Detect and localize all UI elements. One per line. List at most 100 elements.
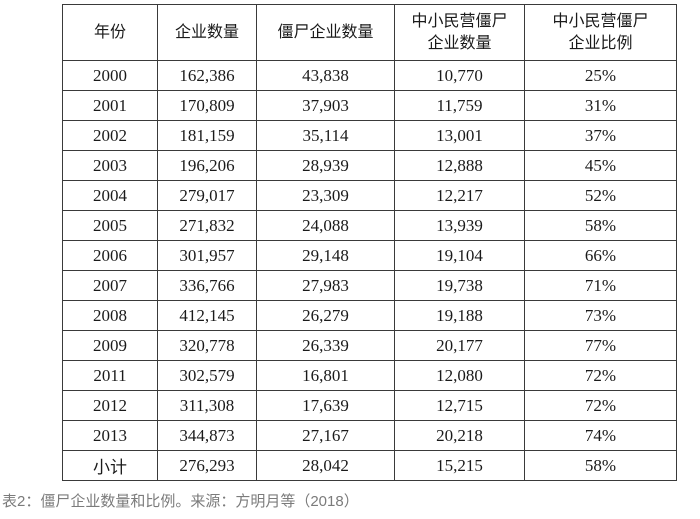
column-header: 企业数量 xyxy=(157,4,257,61)
table-cell: 276,293 xyxy=(157,450,257,481)
table-cell: 19,738 xyxy=(394,270,525,301)
column-header: 年份 xyxy=(62,4,158,61)
table-body: 2000 162,386 43,838 10,770 25% 2001 170,809 37,… xyxy=(62,60,677,481)
table-cell: 17,639 xyxy=(256,390,395,421)
table-cell: 279,017 xyxy=(157,180,257,211)
table-cell: 66% xyxy=(524,240,677,271)
table-cell: 29,148 xyxy=(256,240,395,271)
table-cell: 43,838 xyxy=(256,60,395,91)
year-cell: 2001 xyxy=(62,90,158,121)
table-row: 2008 412,145 26,279 19,188 73% xyxy=(62,300,677,331)
table-cell: 28,939 xyxy=(256,150,395,181)
table-cell: 72% xyxy=(524,390,677,421)
column-header: 中小民营僵尸企业数量 xyxy=(394,4,525,61)
table-cell: 77% xyxy=(524,330,677,361)
table-header: 年份 企业数量 僵尸企业数量 中小民营僵尸企业数量 中小民营僵尸企业比例 xyxy=(62,4,677,61)
column-header: 中小民营僵尸企业比例 xyxy=(524,4,677,61)
year-cell: 2003 xyxy=(62,150,158,181)
table-cell: 311,308 xyxy=(157,390,257,421)
table-row: 小计 276,293 28,042 15,215 58% xyxy=(62,450,677,481)
table-cell: 45% xyxy=(524,150,677,181)
year-cell: 小计 xyxy=(62,450,158,481)
table-cell: 16,801 xyxy=(256,360,395,391)
table-cell: 12,080 xyxy=(394,360,525,391)
table-row: 2012 311,308 17,639 12,715 72% xyxy=(62,390,677,421)
table-cell: 181,159 xyxy=(157,120,257,151)
table-cell: 320,778 xyxy=(157,330,257,361)
table-row: 2000 162,386 43,838 10,770 25% xyxy=(62,60,677,91)
table-cell: 15,215 xyxy=(394,450,525,481)
table-row: 2009 320,778 26,339 20,177 77% xyxy=(62,330,677,361)
table-cell: 162,386 xyxy=(157,60,257,91)
table-caption: 表2：僵尸企业数量和比例。来源：方明月等（2018） xyxy=(2,493,359,510)
table-cell: 19,188 xyxy=(394,300,525,331)
table-row: 2007 336,766 27,983 19,738 71% xyxy=(62,270,677,301)
table-cell: 13,939 xyxy=(394,210,525,241)
table-cell: 12,888 xyxy=(394,150,525,181)
table-cell: 19,104 xyxy=(394,240,525,271)
table-cell: 26,339 xyxy=(256,330,395,361)
year-cell: 2005 xyxy=(62,210,158,241)
table-cell: 25% xyxy=(524,60,677,91)
table-cell: 11,759 xyxy=(394,90,525,121)
year-cell: 2011 xyxy=(62,360,158,391)
table-cell: 28,042 xyxy=(256,450,395,481)
column-header-label: 中小民营僵尸企业数量 xyxy=(411,12,508,52)
table-cell: 73% xyxy=(524,300,677,331)
table-cell: 12,217 xyxy=(394,180,525,211)
year-cell: 2000 xyxy=(62,60,158,91)
table-row: 2003 196,206 28,939 12,888 45% xyxy=(62,150,677,181)
column-header-label: 中小民营僵尸企业比例 xyxy=(552,12,649,52)
table-cell: 302,579 xyxy=(157,360,257,391)
table-cell: 72% xyxy=(524,360,677,391)
table-cell: 20,218 xyxy=(394,420,525,451)
table-cell: 27,167 xyxy=(256,420,395,451)
table-cell: 12,715 xyxy=(394,390,525,421)
table-row: 2006 301,957 29,148 19,104 66% xyxy=(62,240,677,271)
table-cell: 23,309 xyxy=(256,180,395,211)
table-row: 2004 279,017 23,309 12,217 52% xyxy=(62,180,677,211)
table-cell: 336,766 xyxy=(157,270,257,301)
column-header: 僵尸企业数量 xyxy=(256,4,395,61)
year-cell: 2012 xyxy=(62,390,158,421)
table-cell: 13,001 xyxy=(394,120,525,151)
year-cell: 2006 xyxy=(62,240,158,271)
table-cell: 412,145 xyxy=(157,300,257,331)
year-cell: 2008 xyxy=(62,300,158,331)
table-row: 2002 181,159 35,114 13,001 37% xyxy=(62,120,677,151)
table-row: 2005 271,832 24,088 13,939 58% xyxy=(62,210,677,241)
table-cell: 24,088 xyxy=(256,210,395,241)
table-cell: 37% xyxy=(524,120,677,151)
table-cell: 52% xyxy=(524,180,677,211)
header-row: 年份 企业数量 僵尸企业数量 中小民营僵尸企业数量 中小民营僵尸企业比例 xyxy=(62,4,677,61)
column-header-label: 僵尸企业数量 xyxy=(277,23,374,41)
table-cell: 27,983 xyxy=(256,270,395,301)
year-cell: 2007 xyxy=(62,270,158,301)
table-cell: 20,177 xyxy=(394,330,525,361)
table-row: 2001 170,809 37,903 11,759 31% xyxy=(62,90,677,121)
table-cell: 344,873 xyxy=(157,420,257,451)
zombie-enterprise-table-wrap: 年份 企业数量 僵尸企业数量 中小民营僵尸企业数量 中小民营僵尸企业比例 2000 162… xyxy=(62,4,677,481)
table-row: 2013 344,873 27,167 20,218 74% xyxy=(62,420,677,451)
table-cell: 10,770 xyxy=(394,60,525,91)
table-cell: 37,903 xyxy=(256,90,395,121)
table-cell: 71% xyxy=(524,270,677,301)
table-cell: 271,832 xyxy=(157,210,257,241)
table-cell: 31% xyxy=(524,90,677,121)
year-cell: 2002 xyxy=(62,120,158,151)
year-cell: 2009 xyxy=(62,330,158,361)
table-cell: 26,279 xyxy=(256,300,395,331)
table-cell: 58% xyxy=(524,210,677,241)
year-cell: 2013 xyxy=(62,420,158,451)
zombie-enterprise-table: 年份 企业数量 僵尸企业数量 中小民营僵尸企业数量 中小民营僵尸企业比例 2000 162… xyxy=(62,4,677,481)
table-cell: 35,114 xyxy=(256,120,395,151)
year-cell: 2004 xyxy=(62,180,158,211)
table-cell: 196,206 xyxy=(157,150,257,181)
table-row: 2011 302,579 16,801 12,080 72% xyxy=(62,360,677,391)
table-cell: 170,809 xyxy=(157,90,257,121)
table-cell: 74% xyxy=(524,420,677,451)
table-cell: 58% xyxy=(524,450,677,481)
column-header-label: 企业数量 xyxy=(174,23,239,41)
table-cell: 301,957 xyxy=(157,240,257,271)
column-header-label: 年份 xyxy=(93,23,126,41)
